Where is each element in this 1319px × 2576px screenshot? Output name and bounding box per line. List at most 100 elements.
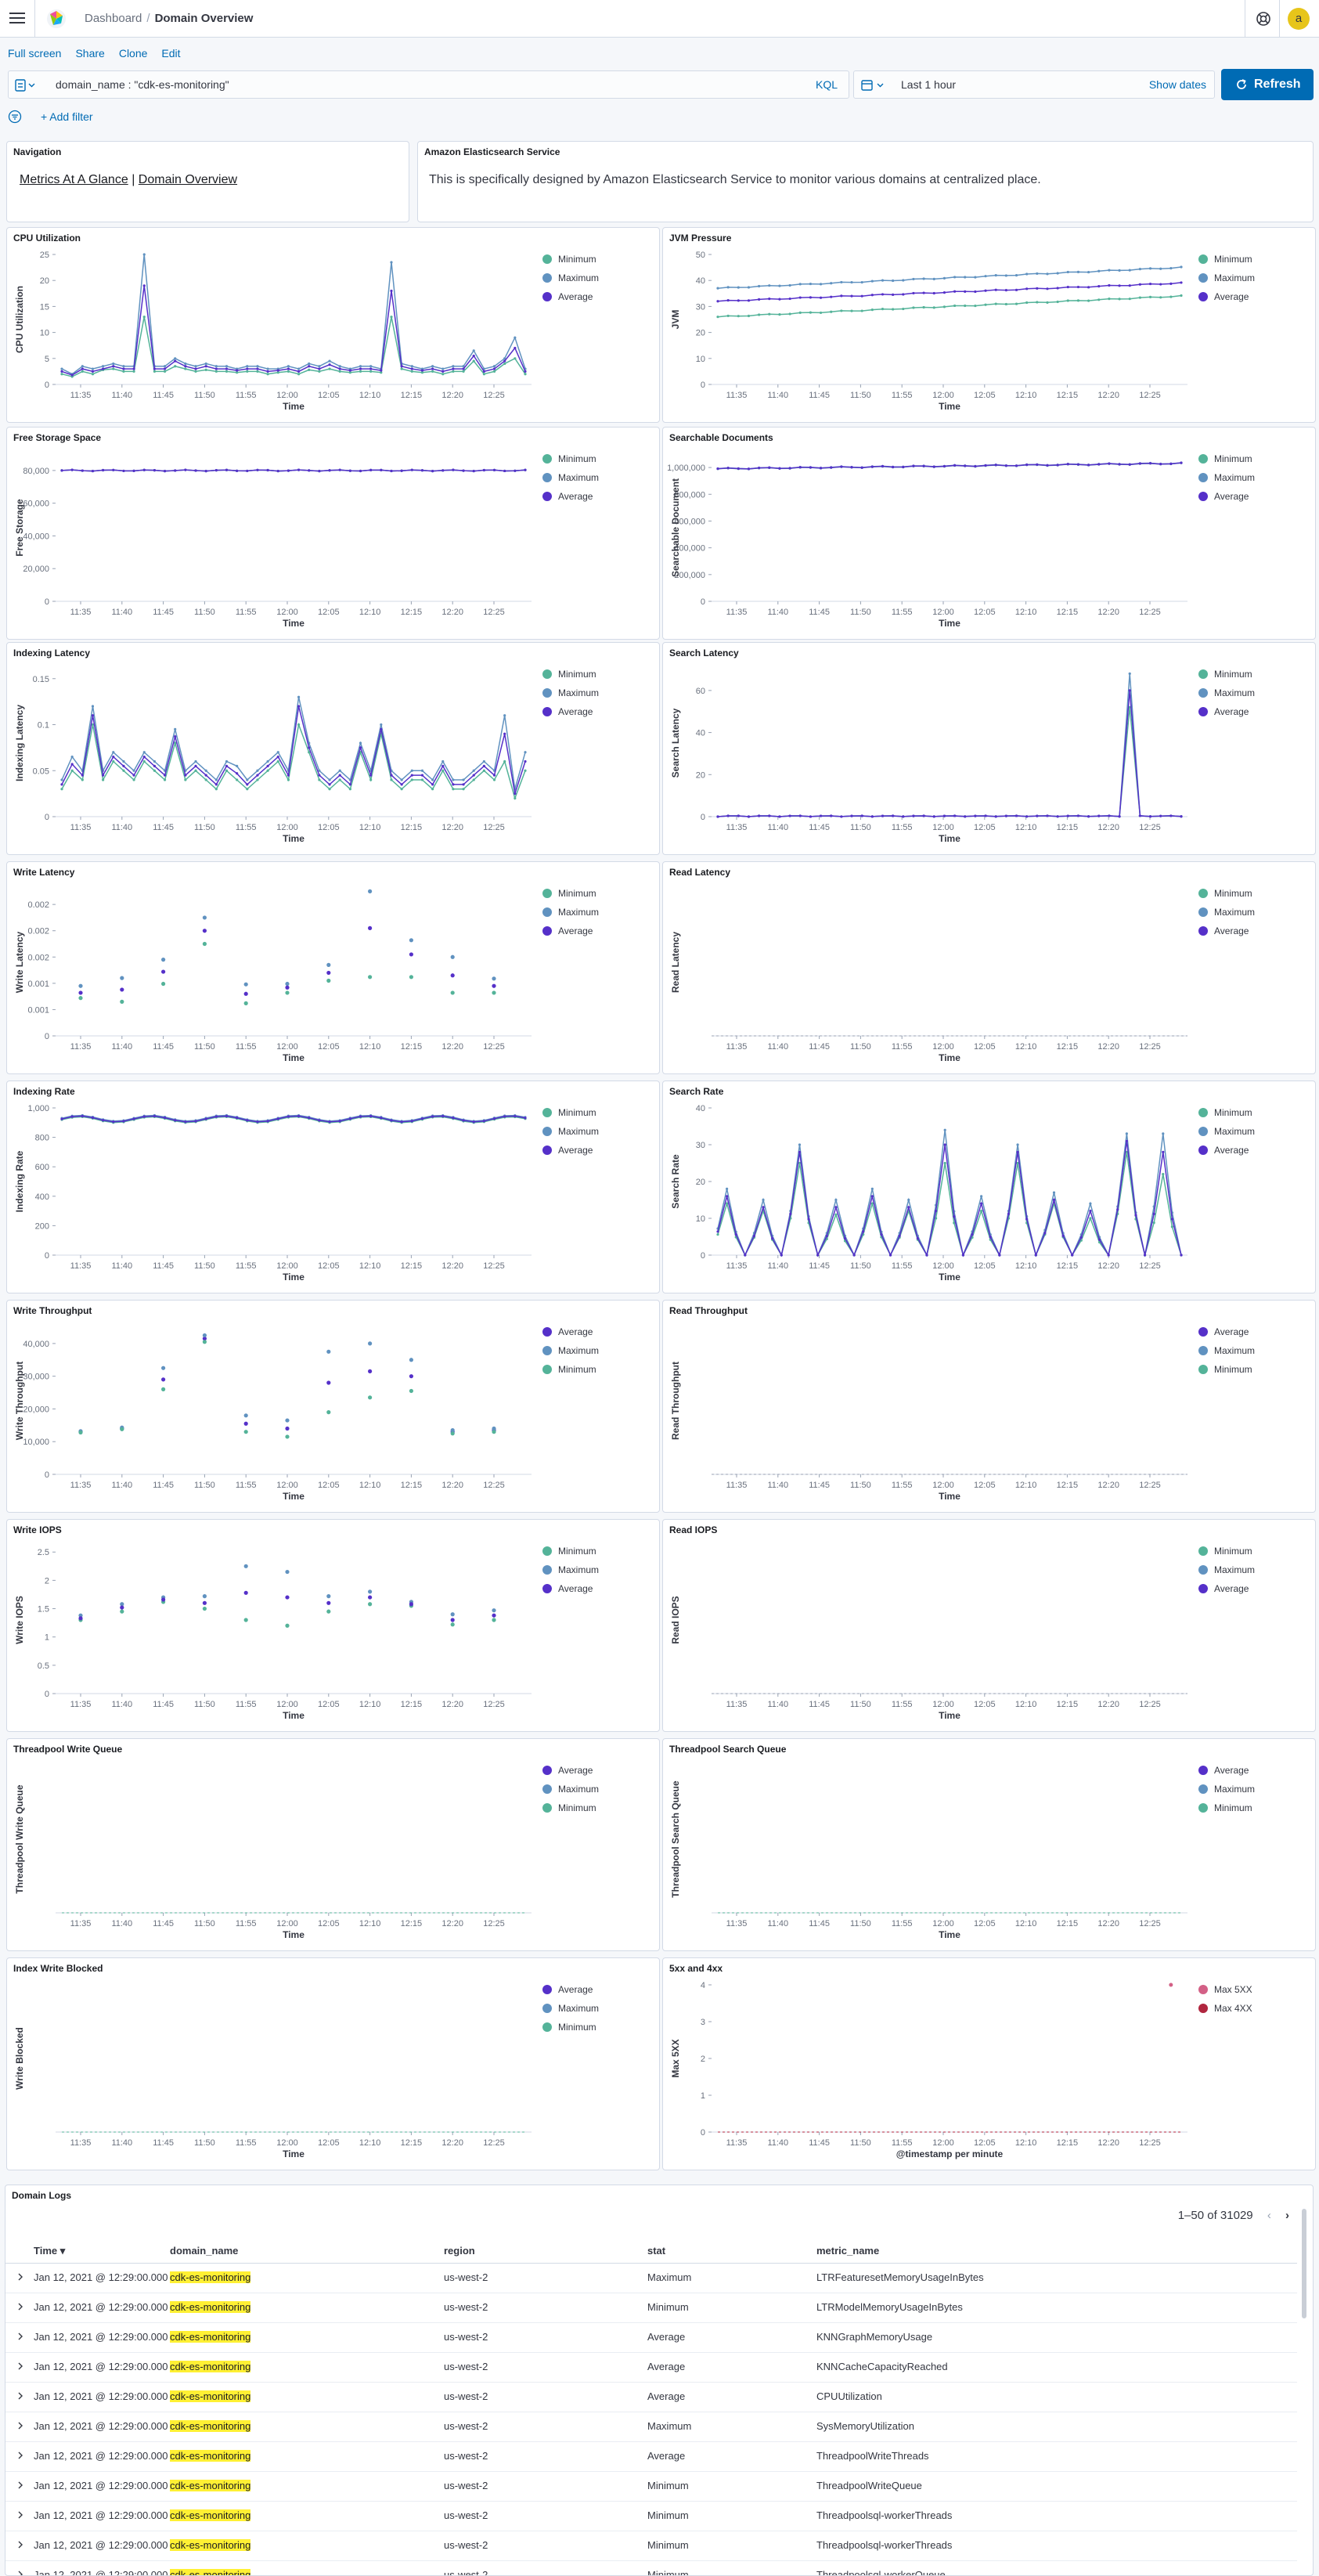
user-avatar[interactable]: a [1288, 8, 1310, 30]
data-point[interactable] [285, 1569, 290, 1575]
data-point[interactable] [400, 367, 403, 370]
data-point[interactable] [716, 300, 719, 303]
data-point[interactable] [819, 283, 823, 286]
legend-label[interactable]: Minimum [1214, 888, 1252, 899]
data-point[interactable] [194, 365, 197, 368]
data-point[interactable] [892, 814, 895, 817]
data-point[interactable] [524, 370, 527, 373]
data-point[interactable] [338, 1120, 341, 1123]
data-point[interactable] [503, 1115, 506, 1118]
data-point[interactable] [194, 759, 197, 763]
data-point[interactable] [850, 280, 853, 284]
legend-label[interactable]: Maximum [1214, 272, 1255, 283]
data-point[interactable] [980, 1202, 983, 1205]
data-point[interactable] [297, 367, 301, 370]
data-point[interactable] [112, 759, 115, 763]
data-point[interactable] [246, 367, 249, 370]
legend-label[interactable]: Minimum [558, 2022, 596, 2033]
data-point[interactable] [60, 788, 63, 791]
data-point[interactable] [153, 759, 156, 763]
series-line[interactable] [717, 1152, 1182, 1257]
data-point[interactable] [112, 756, 115, 759]
data-point[interactable] [163, 1116, 167, 1120]
data-point[interactable] [308, 362, 311, 366]
data-point[interactable] [236, 772, 239, 775]
data-point[interactable] [798, 311, 802, 314]
data-point[interactable] [174, 741, 177, 745]
data-point[interactable] [726, 286, 730, 289]
data-point[interactable] [236, 469, 239, 472]
data-point[interactable] [870, 1187, 874, 1190]
data-point[interactable] [410, 365, 413, 368]
data-point[interactable] [492, 1618, 496, 1622]
series-line[interactable] [61, 254, 526, 375]
data-point[interactable] [256, 778, 259, 781]
data-point[interactable] [174, 1119, 177, 1122]
data-point[interactable] [163, 774, 167, 777]
data-point[interactable] [78, 996, 83, 1001]
data-point[interactable] [287, 365, 290, 368]
data-point[interactable] [503, 359, 506, 363]
share-link[interactable]: Share [75, 47, 105, 60]
data-point[interactable] [1089, 1210, 1092, 1213]
legend-label[interactable]: Maximum [558, 1345, 599, 1356]
data-point[interactable] [420, 369, 424, 372]
data-point[interactable] [450, 1428, 455, 1433]
data-point[interactable] [1180, 281, 1183, 284]
data-point[interactable] [420, 469, 424, 472]
data-point[interactable] [850, 814, 853, 817]
data-point[interactable] [326, 970, 331, 976]
data-point[interactable] [420, 769, 424, 772]
legend-label[interactable]: Average [558, 1145, 593, 1156]
data-point[interactable] [161, 1387, 166, 1391]
data-point[interactable] [1025, 272, 1029, 276]
data-point[interactable] [78, 1430, 83, 1435]
data-point[interactable] [266, 367, 269, 370]
data-point[interactable] [266, 373, 269, 376]
data-point[interactable] [285, 981, 290, 987]
data-point[interactable] [359, 370, 362, 373]
data-point[interactable] [70, 1115, 74, 1118]
data-point[interactable] [297, 373, 301, 376]
data-point[interactable] [1076, 463, 1080, 466]
data-point[interactable] [1052, 1198, 1056, 1202]
data-point[interactable] [132, 1117, 135, 1120]
data-point[interactable] [120, 1605, 124, 1610]
table-row[interactable]: Jan 12, 2021 @ 12:29:00.000 cdk-es-monito… [5, 2442, 1297, 2472]
data-point[interactable] [246, 365, 249, 368]
data-point[interactable] [163, 470, 167, 473]
data-point[interactable] [1016, 1143, 1019, 1146]
data-point[interactable] [410, 367, 413, 370]
data-point[interactable] [102, 468, 105, 472]
expand-row-icon[interactable] [16, 2541, 24, 2549]
data-point[interactable] [1056, 300, 1059, 304]
table-row[interactable]: Jan 12, 2021 @ 12:29:00.000 cdk-es-monito… [5, 2323, 1297, 2353]
data-point[interactable] [922, 291, 925, 294]
data-point[interactable] [860, 280, 863, 284]
data-point[interactable] [932, 277, 935, 280]
data-point[interactable] [771, 1237, 774, 1240]
data-point[interactable] [287, 774, 290, 777]
data-point[interactable] [60, 370, 63, 373]
legend-label[interactable]: Average [558, 925, 593, 936]
data-point[interactable] [503, 714, 506, 717]
series-line[interactable] [61, 722, 526, 800]
data-point[interactable] [798, 1143, 802, 1146]
data-point[interactable] [204, 774, 207, 777]
data-point[interactable] [132, 370, 135, 373]
data-point[interactable] [514, 1114, 517, 1118]
data-point[interactable] [266, 759, 269, 763]
data-point[interactable] [1180, 1254, 1183, 1257]
data-point[interactable] [1046, 464, 1049, 467]
data-point[interactable] [163, 367, 167, 370]
data-point[interactable] [204, 769, 207, 772]
data-point[interactable] [994, 273, 997, 277]
expand-row-icon[interactable] [16, 2452, 24, 2459]
data-point[interactable] [338, 769, 341, 772]
data-point[interactable] [369, 778, 373, 781]
data-point[interactable] [184, 774, 187, 777]
data-point[interactable] [102, 778, 105, 781]
data-point[interactable] [994, 815, 997, 818]
data-point[interactable] [898, 1234, 901, 1238]
data-point[interactable] [916, 1237, 919, 1240]
